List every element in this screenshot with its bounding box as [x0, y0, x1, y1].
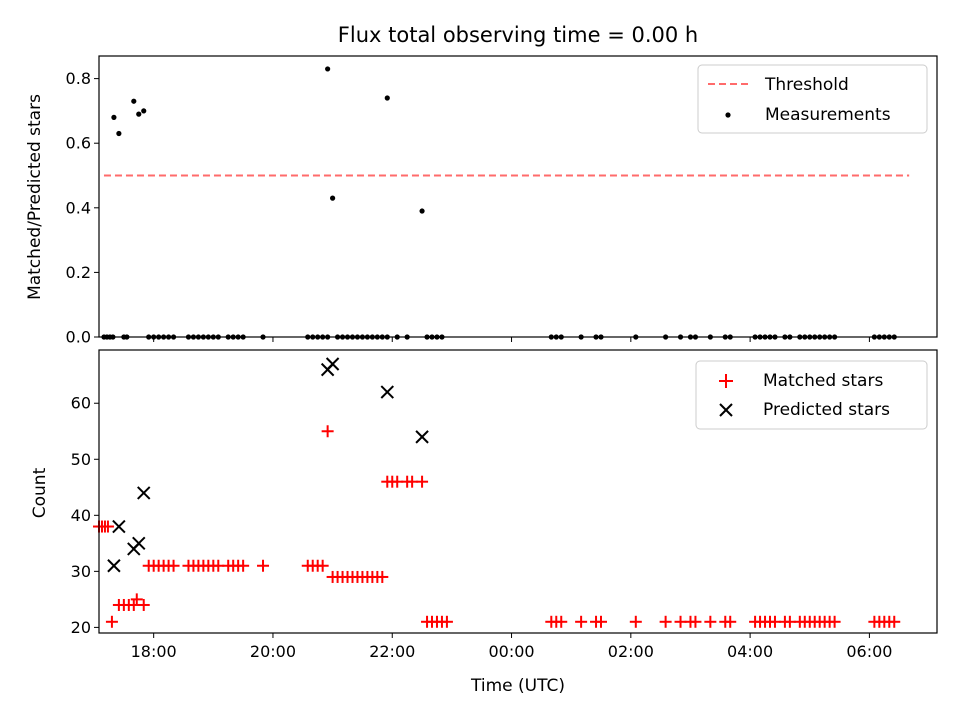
bottom-y-tick-label: 50 — [71, 450, 91, 469]
bottom-plot-marks — [93, 357, 901, 628]
x-tick-label: 22:00 — [369, 642, 415, 661]
top-y-tick-label: 0.8 — [66, 69, 91, 88]
matched-star-point — [704, 615, 717, 628]
matched-star-point — [101, 520, 114, 533]
x-axis-label: Time (UTC) — [470, 676, 565, 696]
legend-threshold-label: Threshold — [764, 75, 849, 95]
bottom-y-axis-label: Count — [30, 467, 50, 518]
measurement-point — [141, 108, 147, 114]
chart-title: Flux total observing time = 0.00 h — [338, 23, 698, 47]
measurement-point — [419, 208, 425, 214]
top-y-axis-label: Matched/Predicted stars — [25, 94, 45, 300]
measurement-point — [384, 95, 390, 101]
legend-measurements-label: Measurements — [765, 105, 891, 125]
matched-star-point — [629, 615, 642, 628]
matched-star-point — [595, 615, 608, 628]
matched-star-point — [130, 593, 143, 606]
matched-star-point — [689, 615, 702, 628]
matched-star-point — [555, 615, 568, 628]
predicted-star-point — [112, 519, 126, 534]
legend-matched-label: Matched stars — [763, 371, 883, 391]
predicted-star-point — [380, 385, 394, 399]
bottom-y-tick-label: 20 — [71, 618, 91, 637]
matched-star-point — [237, 559, 250, 572]
bottom-y-tick-label: 40 — [71, 506, 91, 525]
measurement-point — [330, 195, 336, 201]
matched-star-point — [724, 615, 737, 628]
top-y-tick-label: 0.2 — [66, 263, 91, 282]
x-tick-label: 06:00 — [846, 642, 892, 661]
measurement-point — [131, 98, 137, 104]
top-y-tick-label: 0.4 — [66, 198, 91, 217]
measurement-point — [111, 114, 117, 120]
top-axes-frame — [98, 55, 938, 338]
top-legend-box — [697, 64, 928, 134]
measurement-point — [116, 130, 122, 137]
bottom-x-ticks: 18:00 20:00 22:00 00:00 02:00 04:00 06:00 — [131, 633, 892, 661]
bottom-axes-frame — [98, 349, 938, 634]
bottom-y-ticks: 20 30 40 50 60 — [71, 394, 99, 637]
bottom-y-tick-label: 30 — [71, 562, 91, 581]
measurement-point — [136, 111, 142, 117]
top-legend: Threshold Measurements — [697, 64, 928, 134]
top-y-tick-label: 0.6 — [66, 134, 91, 153]
matched-star-point — [257, 559, 270, 572]
bottom-legend: Matched stars Predicted stars — [695, 360, 928, 430]
matched-star-point — [416, 475, 429, 488]
bottom-y-tick-label: 60 — [71, 394, 91, 413]
predicted-star-point — [325, 357, 340, 371]
predicted-star-point — [107, 559, 121, 573]
x-tick-label: 20:00 — [250, 642, 296, 661]
matched-star-point — [167, 559, 180, 572]
matched-star-point — [575, 615, 588, 628]
matched-star-point — [137, 598, 150, 611]
legend-predicted-label: Predicted stars — [763, 400, 890, 420]
matched-star-point — [828, 615, 841, 628]
predicted-star-point — [137, 486, 151, 500]
matched-star-point — [659, 615, 672, 628]
matched-star-point — [888, 615, 901, 628]
matched-star-point — [105, 615, 118, 628]
legend-measurements-swatch — [725, 112, 731, 118]
legend-matched-swatch — [719, 374, 733, 388]
bottom-panel: 20 30 40 50 60 18:00 20:00 22:00 00:00 02:00 04:0… — [30, 349, 938, 696]
x-tick-label: 18:00 — [131, 642, 177, 661]
x-tick-label: 04:00 — [727, 642, 773, 661]
matched-star-point — [376, 570, 389, 583]
bottom-legend-box — [695, 360, 928, 430]
legend-predicted-swatch — [719, 403, 733, 417]
x-tick-label: 00:00 — [488, 642, 534, 661]
top-x-ticks — [153, 337, 870, 342]
matched-star-point — [316, 559, 329, 572]
top-y-tick-label: 0.0 — [66, 328, 91, 347]
matched-star-point — [440, 615, 453, 628]
measurement-point — [325, 66, 331, 72]
matched-star-point — [321, 425, 334, 438]
top-y-ticks: 0.0 0.2 0.4 0.6 0.8 — [66, 69, 99, 347]
predicted-star-point — [415, 430, 429, 444]
top-panel: 0.00.20.40.60.8 Matched/Predicted stars … — [25, 55, 938, 347]
x-tick-label: 02:00 — [608, 642, 654, 661]
predicted-star-point — [132, 536, 146, 551]
